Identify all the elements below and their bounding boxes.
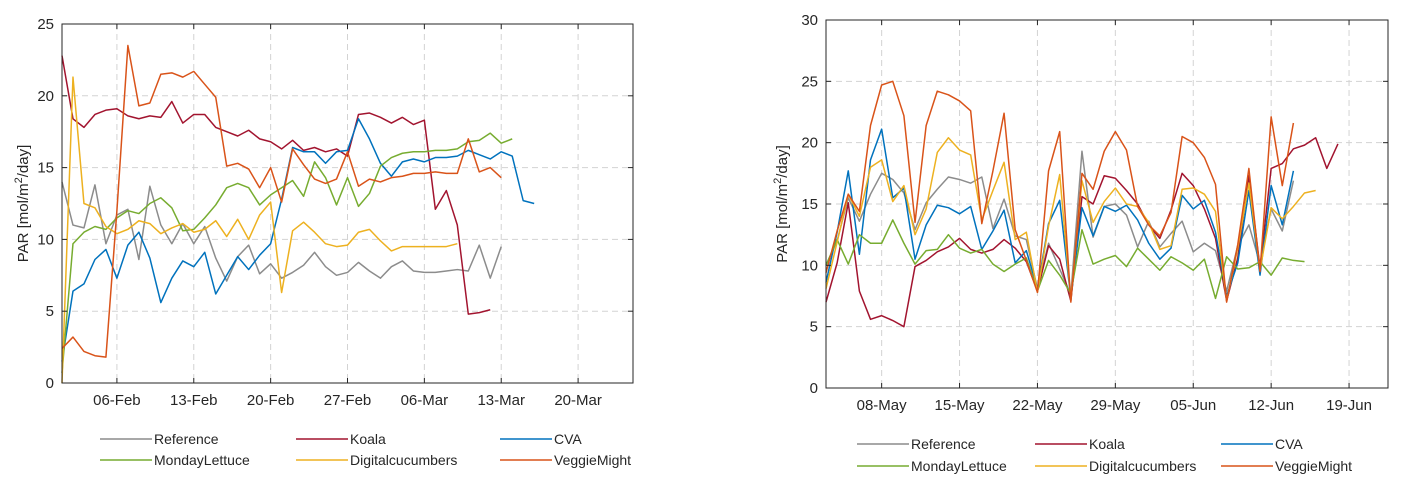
series-line-cva (61, 118, 535, 362)
x-tick-label: 08-May (857, 397, 908, 414)
x-axis: 06-Feb 13-Feb 20-Feb 27-Feb 06-Mar 13-Mar 20-M… (93, 24, 602, 409)
y-tick-label: 0 (810, 380, 818, 397)
legend-label: MondayLettuce (911, 458, 1007, 474)
series-line-reference (825, 150, 1295, 296)
x-tick-label: 20-Mar (554, 392, 602, 409)
series-line-digitalcucumbers (61, 76, 458, 384)
legend-label: CVA (554, 431, 582, 447)
y-tick-label: 15 (37, 160, 54, 177)
chart-left: 0 5 10 15 20 25 06-Feb 13-Feb 20-Feb 27-Feb 06-Mar… (13, 16, 634, 468)
legend: Reference Koala CVA MondayLettuce Digitalcuc… (100, 431, 631, 468)
legend-item-cva: CVA (1221, 436, 1303, 452)
legend-item-digitalcucumbers: Digitalcucumbers (1035, 458, 1196, 474)
y-tick-label: 0 (46, 375, 54, 392)
legend-item-mondaylettuce: MondayLettuce (100, 452, 250, 468)
x-tick-label: 29-May (1090, 397, 1141, 414)
legend-label: MondayLettuce (154, 452, 250, 468)
series-line-mondaylettuce (61, 132, 513, 374)
legend: Reference Koala CVA MondayLettuce Digitalcuc… (857, 436, 1352, 474)
legend-item-koala: Koala (1035, 436, 1125, 452)
legend-label: Koala (1089, 436, 1125, 452)
series-line-veggiemight (825, 80, 1295, 303)
y-tick-label: 5 (810, 319, 818, 336)
legend-label: Koala (350, 431, 386, 447)
x-tick-label: 19-Jun (1326, 397, 1372, 414)
y-tick-label: 25 (37, 16, 54, 33)
grid (826, 20, 1388, 388)
x-tick-label: 13-Mar (477, 392, 525, 409)
y-tick-label: 20 (801, 135, 818, 152)
legend-label: Reference (911, 436, 976, 452)
legend-label: Reference (154, 431, 219, 447)
y-axis-label: PAR [mol/m2/day] (13, 145, 32, 263)
y-tick-label: 25 (801, 73, 818, 90)
legend-item-cva: CVA (500, 431, 582, 447)
series-line-veggiemight (61, 44, 502, 358)
legend-item-reference: Reference (100, 431, 219, 447)
legend-item-veggiemight: VeggieMight (500, 452, 631, 468)
series-lines (61, 44, 535, 384)
y-tick-label: 15 (801, 196, 818, 213)
series-lines (825, 80, 1339, 328)
legend-item-reference: Reference (857, 436, 976, 452)
x-tick-label: 06-Mar (401, 392, 449, 409)
legend-label: CVA (1275, 436, 1303, 452)
series-line-reference (61, 181, 502, 282)
x-tick-label: 06-Feb (93, 392, 141, 409)
x-tick-label: 20-Feb (247, 392, 295, 409)
x-tick-label: 05-Jun (1170, 397, 1216, 414)
y-axis-label: PAR [mol/m2/day] (772, 145, 791, 263)
y-tick-label: 10 (37, 231, 54, 248)
x-tick-label: 15-May (935, 397, 986, 414)
x-tick-label: 22-May (1012, 397, 1063, 414)
y-axis: 0 5 10 15 20 25 30 (801, 12, 1388, 397)
legend-label: VeggieMight (554, 452, 631, 468)
y-axis: 0 5 10 15 20 25 (37, 16, 633, 392)
legend-item-koala: Koala (296, 431, 386, 447)
y-tick-label: 30 (801, 12, 818, 29)
series-line-mondaylettuce (825, 219, 1305, 300)
y-tick-label: 5 (46, 303, 54, 320)
legend-item-mondaylettuce: MondayLettuce (857, 458, 1007, 474)
legend-label: Digitalcucumbers (1089, 458, 1196, 474)
x-axis: 08-May 15-May 22-May 29-May 05-Jun 12-Jun 19-J… (857, 20, 1372, 414)
grid (62, 24, 633, 383)
y-tick-label: 10 (801, 257, 818, 274)
x-tick-label: 13-Feb (170, 392, 218, 409)
x-tick-label: 12-Jun (1248, 397, 1294, 414)
chart-right: 0 5 10 15 20 25 30 08-May 15-May 22-May 29-May 05-J… (772, 12, 1389, 474)
legend-item-digitalcucumbers: Digitalcucumbers (296, 452, 457, 468)
legend-label: Digitalcucumbers (350, 452, 457, 468)
legend-item-veggiemight: VeggieMight (1221, 458, 1352, 474)
x-tick-label: 27-Feb (324, 392, 372, 409)
legend-label: VeggieMight (1275, 458, 1352, 474)
series-line-koala (61, 55, 491, 315)
y-tick-label: 20 (37, 88, 54, 105)
